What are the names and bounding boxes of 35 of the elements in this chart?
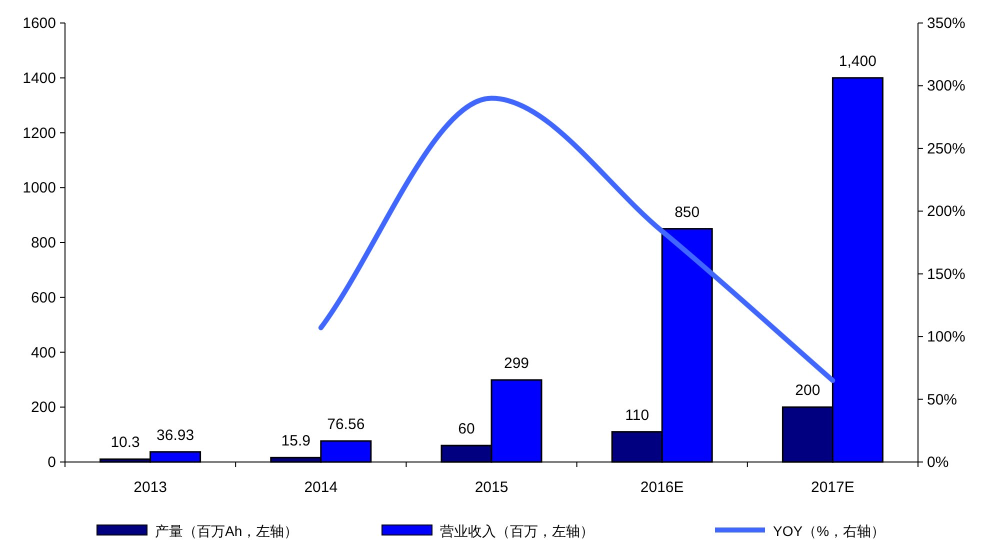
data-label: 60 [458, 420, 475, 438]
y-tick-label: 600 [30, 289, 56, 306]
data-label: 850 [674, 204, 700, 221]
y-tick-label: 1400 [22, 70, 56, 87]
y-tick-label: 800 [30, 234, 56, 252]
y2-tick-label: 50% [927, 391, 958, 408]
y2-tick-label: 200% [927, 203, 966, 220]
legend-label: 产量（百万Ah，左轴） [155, 523, 298, 539]
data-label: 1,400 [838, 52, 876, 70]
y-tick-label: 1000 [22, 180, 56, 197]
y-tick-label: 0 [48, 454, 56, 471]
data-label: 10.3 [110, 434, 140, 452]
x-tick-label: 2013 [134, 479, 167, 496]
x-tick-label: 2016E [640, 479, 684, 496]
y2-tick-label: 350% [927, 15, 966, 32]
y2-tick-label: 100% [927, 328, 966, 346]
y2-tick-label: 250% [927, 140, 966, 158]
data-label: 110 [625, 406, 650, 424]
y-tick-label: 200 [30, 399, 56, 416]
y-tick-label: 1200 [22, 124, 56, 142]
data-label: 299 [504, 354, 530, 372]
legend-label: YOY（%，右轴） [773, 523, 886, 539]
x-tick-label: 2015 [474, 479, 508, 496]
y2-tick-label: 0% [927, 454, 949, 471]
data-label: 76.56 [327, 416, 365, 433]
y2-tick-label: 300% [927, 78, 966, 95]
y2-tick-label: 150% [927, 266, 966, 283]
data-label: 200 [795, 382, 820, 400]
legend-label: 营业收入（百万，左轴） [440, 523, 594, 539]
y-tick-label: 1600 [22, 15, 56, 32]
data-label: 15.9 [281, 432, 310, 450]
y-tick-label: 400 [30, 344, 56, 362]
x-tick-label: 2014 [304, 479, 338, 496]
data-label: 36.93 [156, 426, 194, 444]
x-tick-label: 2017E [811, 479, 854, 496]
